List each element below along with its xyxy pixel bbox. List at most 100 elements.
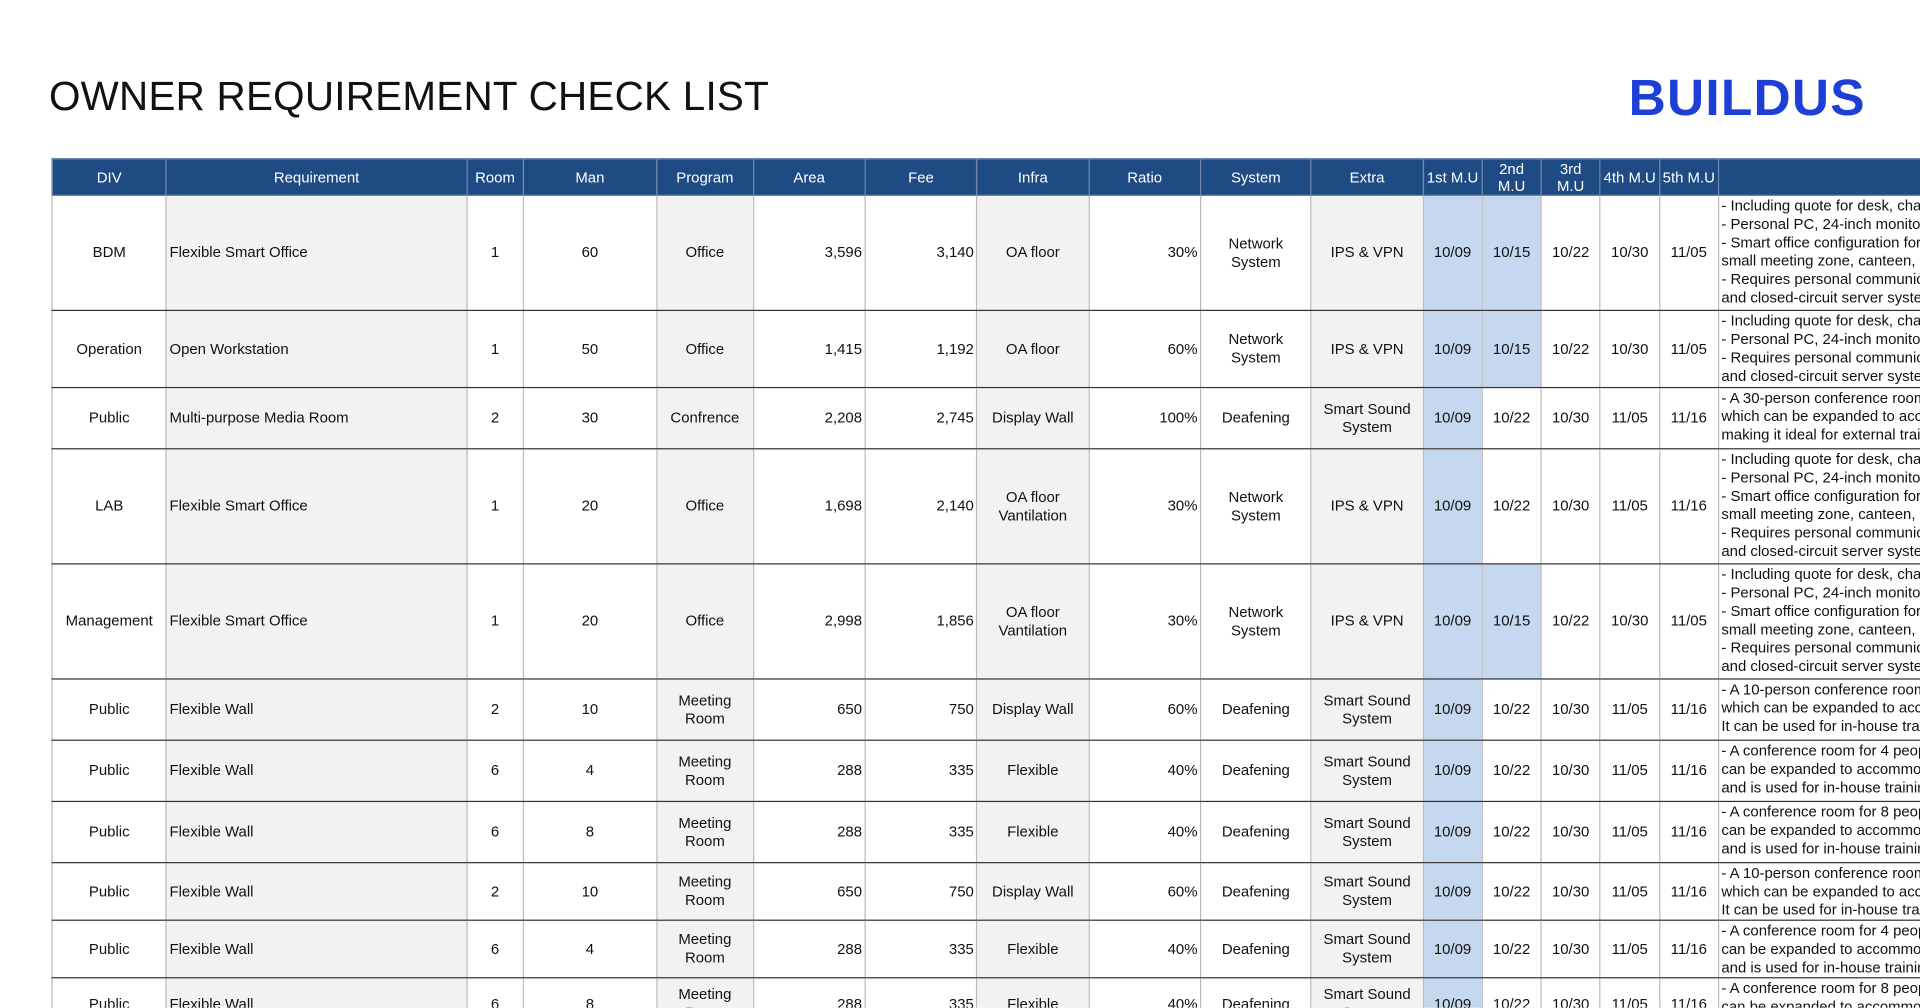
table-cell: 10/22 [1481, 862, 1542, 921]
table-cell: 1 [466, 309, 524, 389]
table-cell: 10/30 [1599, 194, 1660, 312]
table-cell: 4 [522, 739, 658, 803]
table-cell: 11/16 [1658, 977, 1719, 1008]
table-cell: Smart Sound System [1310, 800, 1424, 864]
notes-cell: - A 30-person conference room withwhich … [1717, 386, 1920, 450]
notes-cell: - Including quote for desk, chair, tabl-… [1717, 194, 1920, 312]
table-cell: 288 [752, 800, 866, 864]
table-cell: Display Wall [976, 678, 1090, 741]
column-header: Program [655, 157, 754, 196]
table-row: Management Flexible Smart Office 1 20 Office… [51, 563, 1920, 680]
table-cell: 10/22 [1481, 739, 1542, 803]
note-line: small meeting zone, canteen, phone l [1721, 252, 1920, 270]
table-cell: 1,856 [864, 563, 978, 680]
table-cell: Multi-purpose Media Room [165, 386, 468, 450]
table-cell: Office [655, 448, 754, 565]
column-header: Ratio [1088, 157, 1202, 196]
table-cell: 1 [466, 194, 524, 312]
table-row: Operation Open Workstation 1 50 Office 1,415 1… [51, 309, 1920, 389]
table-cell: OA floor [976, 309, 1090, 389]
column-header: Room [466, 157, 524, 196]
table-cell: Smart Sound System [1310, 739, 1424, 803]
table-cell: 11/16 [1658, 919, 1719, 979]
table-cell: Deafening [1199, 977, 1312, 1008]
table-cell: 40% [1088, 977, 1202, 1008]
table-cell: Meeting Room [655, 919, 754, 979]
note-line: can be expanded to accommodate 8 [1721, 940, 1920, 958]
table-cell: 60 [522, 194, 658, 312]
table-cell: 11/05 [1599, 800, 1660, 864]
note-line: - Personal PC, 24-inch monitor, and l [1721, 468, 1920, 487]
table-cell: 40% [1088, 919, 1202, 979]
note-line: which can be expanded to accommo [1721, 407, 1920, 425]
note-line: - Including quote for desk, chair, tabl [1721, 565, 1920, 583]
table-cell: 335 [864, 800, 978, 864]
table-row: Public Flexible Wall 6 4 Meeting Room 288 335 F… [51, 919, 1920, 979]
note-line: which can be expanded to accommo [1721, 882, 1920, 901]
table-cell: 10 [522, 862, 658, 921]
table-cell: Deafening [1199, 862, 1312, 921]
table-cell: 30% [1088, 194, 1202, 312]
table-cell: Display Wall [976, 862, 1090, 921]
table-cell: IPS & VPN [1310, 194, 1424, 312]
table-cell: OA floor Vantilation [976, 563, 1090, 680]
column-header: Extra [1310, 157, 1424, 196]
table-cell: 10/09 [1422, 448, 1483, 565]
table-cell: 335 [864, 739, 978, 803]
note-line: - Smart office configuration for 20 pe [1721, 602, 1920, 620]
table-cell: 2,140 [864, 448, 978, 565]
table-cell: Operation [51, 309, 168, 389]
table-cell: Flexible Smart Office [165, 563, 468, 680]
checklist-table: DIV Requirement Room Man Program Area Fee Infra… [51, 157, 1920, 1008]
column-header: Fee [864, 157, 978, 196]
table-cell: 2 [466, 386, 524, 450]
note-line: - A conference room for 4 people, eq [1721, 742, 1920, 760]
notes-cell: - A conference room for 4 people, eqcan … [1717, 919, 1920, 979]
table-cell: Display Wall [976, 386, 1090, 450]
table-cell: 10/09 [1422, 309, 1483, 389]
table-cell: 11/05 [1599, 862, 1660, 921]
table-cell: 10/30 [1540, 448, 1601, 565]
note-line: - Including quote for desk, chair, tabl [1721, 312, 1920, 330]
table-cell: 11/16 [1658, 386, 1719, 450]
note-line: making it ideal for external training ar [1721, 426, 1920, 444]
table-cell: 650 [752, 862, 866, 921]
table-cell: 8 [522, 800, 658, 864]
table-cell: 11/16 [1658, 739, 1719, 803]
note-line: - Including quote for desk, chair, tabl [1721, 450, 1920, 468]
table-row: Public Flexible Wall 2 10 Meeting Room 650 750… [51, 678, 1920, 741]
notes-cell: - A 10-person conference room withwhich … [1717, 678, 1920, 741]
table-cell: Meeting Room [655, 977, 754, 1008]
table-cell: 20 [522, 448, 658, 565]
note-line: and closed-circuit server systems. [1721, 367, 1920, 385]
column-header: Requirement [165, 157, 468, 196]
note-line: and is used for in-house training and [1721, 958, 1920, 976]
table-cell: Management [51, 563, 168, 680]
table-cell: 30 [522, 386, 658, 450]
table-cell: 1 [466, 563, 524, 680]
table-cell: Public [51, 862, 168, 921]
note-line: - A conference room for 4 people, eq [1721, 922, 1920, 940]
table-cell: 10/30 [1540, 678, 1601, 741]
note-line: - A 10-person conference room with [1721, 680, 1920, 698]
note-line: - Requires personal communication c [1721, 270, 1920, 288]
note-line: - Smart office configuration for 60 pe [1721, 233, 1920, 252]
table-cell: Flexible Wall [165, 678, 468, 741]
note-line: - Personal PC, 24-inch monitor, and l [1721, 215, 1920, 233]
note-line: and is used for in-house training and [1721, 840, 1920, 858]
table-cell: 10/09 [1422, 563, 1483, 680]
table-cell: 11/16 [1658, 862, 1719, 921]
table-cell: 100% [1088, 386, 1202, 450]
table-cell: Meeting Room [655, 862, 754, 921]
table-cell: Network System [1199, 309, 1312, 389]
table-cell: Flexible Wall [165, 919, 468, 979]
header-row: DIV Requirement Room Man Program Area Fee Infra… [51, 157, 1920, 196]
note-line: and is used for in-house training and [1721, 778, 1920, 796]
note-line: small meeting zone, canteen, phone l [1721, 505, 1920, 523]
table-row: LAB Flexible Smart Office 1 20 Office 1,698 2,… [51, 448, 1920, 565]
table-cell: 10/22 [1481, 678, 1542, 741]
column-header: System [1199, 157, 1312, 196]
table-cell: Smart Sound System [1310, 977, 1424, 1008]
